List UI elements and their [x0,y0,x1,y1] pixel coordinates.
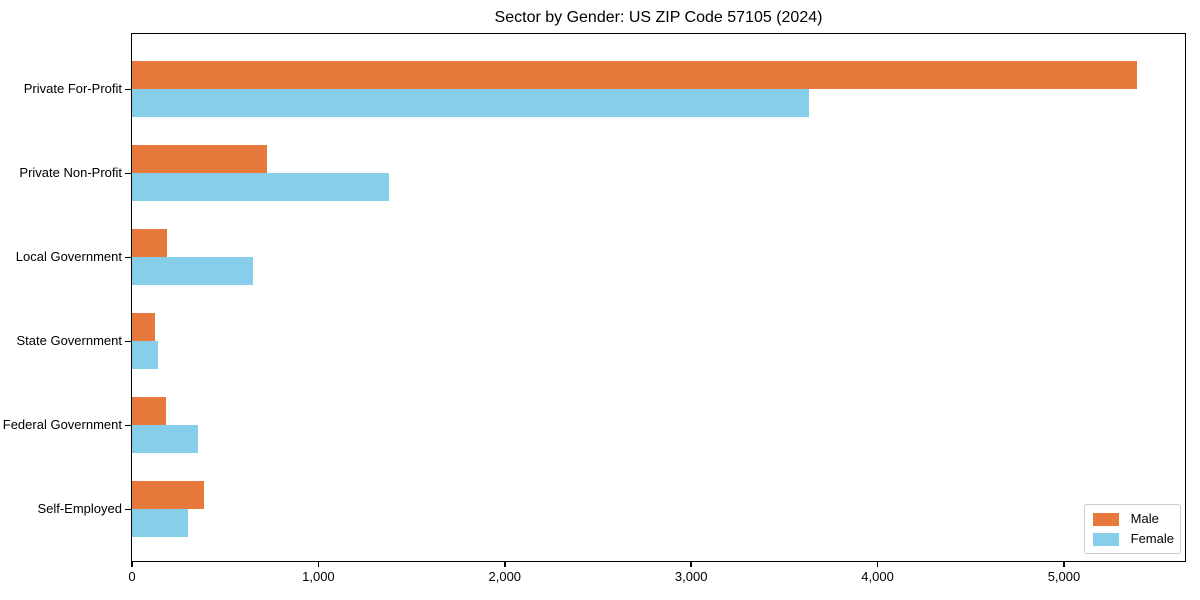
y-tick-private-for-profit [125,88,132,91]
bar-female-state-government [132,341,159,370]
x-axis-label-1,000: 1,000 [302,569,335,584]
x-axis-label-4,000: 4,000 [861,569,894,584]
plot-area: Male Female Private For-Profit Private No… [3,33,1186,584]
legend-label-male: Male [1130,511,1159,526]
x-axis-label-2,000: 2,000 [488,569,522,584]
x-tick-3,000 [690,561,692,567]
chart-title: Sector by Gender: US ZIP Code 57105 (202… [494,9,823,26]
bar-male-state-government [132,313,156,342]
legend: Male Female [1083,504,1181,554]
y-axis-label-local-government: Local Government [15,249,122,265]
bar-female-private-non-profit [132,173,390,202]
y-axis-label-private-non-profit: Private Non-Profit [19,165,122,181]
y-tick-self-employed [125,508,132,511]
x-axis-label-5,000: 5,000 [1047,569,1081,584]
y-axis-label-state-government: State Government [16,333,123,349]
x-tick-4,000 [876,561,879,567]
x-tick-5,000 [1063,561,1065,567]
y-axis-label-private-for-profit: Private For-Profit [23,81,122,97]
legend-item-female: Female [1092,531,1174,546]
bar-female-private-for-profit [132,89,809,118]
legend-label-female: Female [1130,531,1174,546]
y-axis-label-self-employed: Self-Employed [37,501,122,517]
y-tick-private-non-profit [125,172,132,175]
bar-male-federal-government [132,397,166,426]
female-swatch [1092,532,1119,546]
legend-item-male: Male [1092,511,1174,526]
bar-female-federal-government [132,425,199,454]
y-axis-label-federal-government: Federal Government [2,417,122,433]
y-tick-state-government [125,340,132,343]
male-swatch [1092,512,1119,526]
bar-male-private-for-profit [132,61,1137,90]
x-axis-label-0: 0 [128,569,136,584]
x-axis-label-3,000: 3,000 [674,569,708,584]
bar-male-self-employed [132,481,204,510]
bar-female-self-employed [132,509,188,538]
y-tick-local-government [125,256,132,259]
bar-female-local-government [132,257,254,286]
bar-male-private-non-profit [132,145,268,174]
y-tick-federal-government [125,424,132,427]
x-tick-1,000 [317,561,320,567]
x-tick-2,000 [504,561,506,567]
bar-male-local-government [132,229,168,258]
x-tick-0 [131,561,133,567]
